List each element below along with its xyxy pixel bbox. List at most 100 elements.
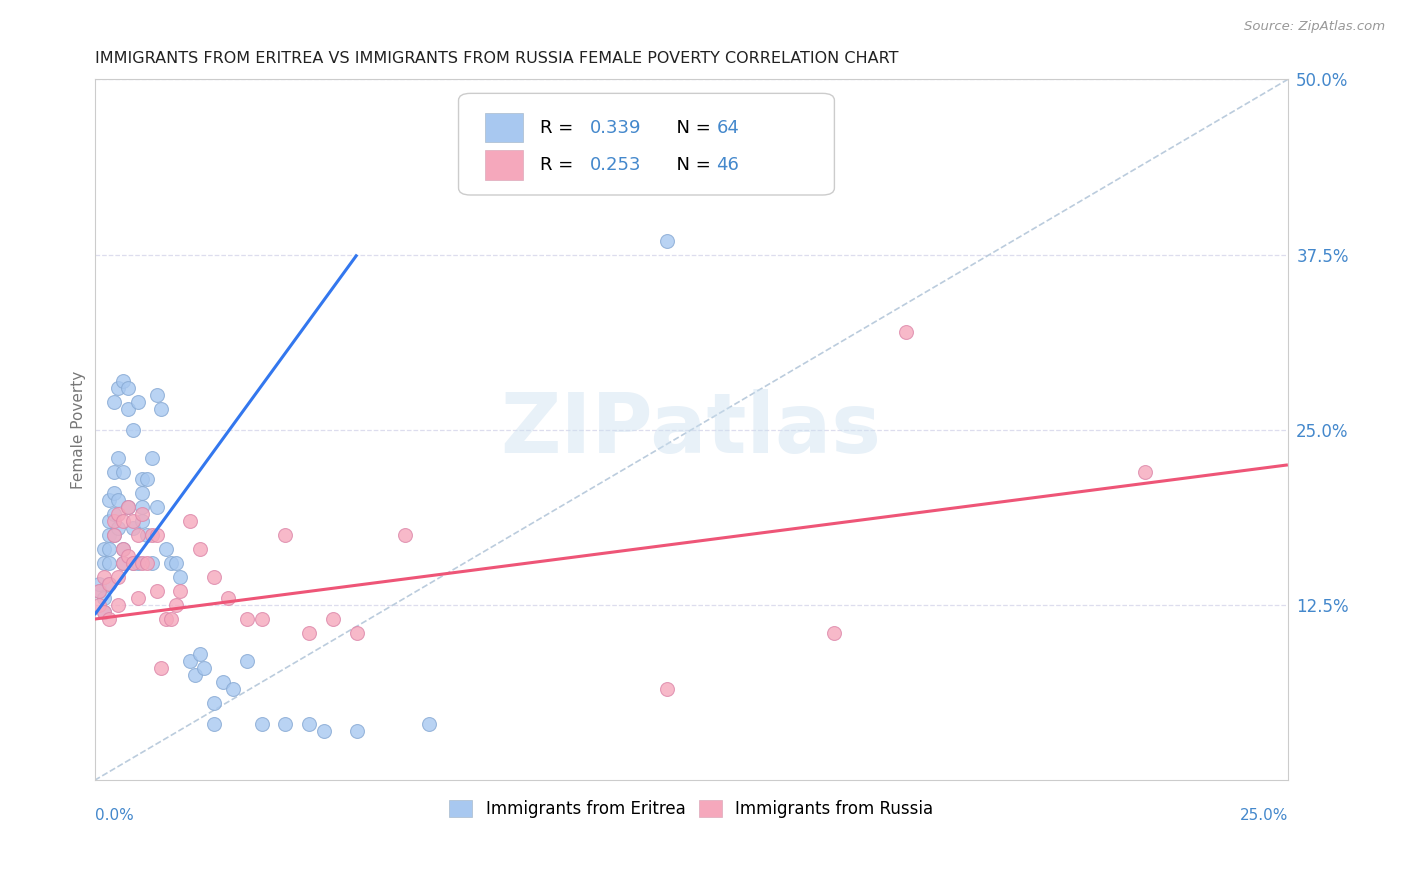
Point [97, 577, 120, 591]
Point [657, 234, 679, 248]
Point [131, 556, 153, 570]
Point [145, 528, 167, 542]
Point [217, 591, 239, 605]
Point [112, 541, 135, 556]
Point [89, 584, 111, 599]
Point [93, 605, 115, 619]
Text: 0.0%: 0.0% [94, 808, 134, 823]
Point [202, 696, 225, 710]
Point [107, 598, 129, 612]
Point [222, 682, 245, 697]
Point [117, 500, 139, 514]
Point [141, 528, 163, 542]
Legend: Immigrants from Eritrea, Immigrants from Russia: Immigrants from Eritrea, Immigrants from… [443, 793, 941, 824]
Point [155, 541, 177, 556]
Point [150, 401, 173, 416]
Text: ZIPatlas: ZIPatlas [501, 389, 882, 470]
Point [89, 584, 111, 599]
Point [184, 668, 207, 682]
Point [169, 570, 191, 584]
Point [112, 514, 135, 528]
Point [121, 514, 143, 528]
Point [93, 570, 115, 584]
Point [274, 528, 297, 542]
Point [212, 675, 235, 690]
Point [179, 654, 201, 668]
Point [127, 556, 149, 570]
Point [202, 717, 225, 731]
Point [179, 514, 201, 528]
Point [131, 514, 153, 528]
Text: 25.0%: 25.0% [1240, 808, 1288, 823]
Point [657, 682, 679, 697]
Point [141, 556, 163, 570]
Point [89, 577, 111, 591]
Text: 64: 64 [716, 119, 740, 136]
Point [107, 492, 129, 507]
Point [112, 541, 135, 556]
Point [93, 605, 115, 619]
Point [97, 556, 120, 570]
Point [188, 647, 211, 661]
Point [97, 612, 120, 626]
Point [394, 528, 416, 542]
Point [93, 591, 115, 605]
Point [97, 514, 120, 528]
Point [107, 507, 129, 521]
Point [127, 394, 149, 409]
Point [236, 654, 259, 668]
Point [127, 591, 149, 605]
Point [823, 626, 845, 640]
Point [127, 528, 149, 542]
Point [107, 570, 129, 584]
Point [103, 465, 125, 479]
Point [97, 577, 120, 591]
Point [250, 717, 273, 731]
Point [165, 556, 187, 570]
Text: N =: N = [665, 119, 717, 136]
Point [117, 549, 139, 563]
Point [103, 394, 125, 409]
Point [112, 374, 135, 388]
Point [117, 500, 139, 514]
Point [202, 570, 225, 584]
Point [298, 717, 321, 731]
Point [117, 401, 139, 416]
Point [97, 541, 120, 556]
Point [145, 584, 167, 599]
Point [346, 626, 368, 640]
Text: R =: R = [540, 119, 579, 136]
Point [298, 626, 321, 640]
Point [136, 528, 159, 542]
Point [250, 612, 273, 626]
Point [112, 556, 135, 570]
Text: N =: N = [665, 156, 717, 174]
Point [103, 507, 125, 521]
Text: R =: R = [540, 156, 579, 174]
Point [103, 486, 125, 500]
Point [322, 612, 344, 626]
Point [97, 528, 120, 542]
Point [136, 472, 159, 486]
Text: 0.339: 0.339 [589, 119, 641, 136]
Point [89, 598, 111, 612]
Point [312, 724, 335, 739]
Point [418, 717, 440, 731]
Point [121, 423, 143, 437]
Point [97, 492, 120, 507]
Point [165, 598, 187, 612]
Point [150, 661, 173, 675]
Point [121, 556, 143, 570]
FancyBboxPatch shape [485, 150, 523, 179]
Point [155, 612, 177, 626]
Text: 0.253: 0.253 [589, 156, 641, 174]
Point [131, 500, 153, 514]
Point [103, 528, 125, 542]
Point [107, 381, 129, 395]
FancyBboxPatch shape [485, 113, 523, 143]
Point [236, 612, 259, 626]
Text: Source: ZipAtlas.com: Source: ZipAtlas.com [1244, 20, 1385, 33]
Point [131, 472, 153, 486]
Point [107, 521, 129, 535]
Point [117, 381, 139, 395]
